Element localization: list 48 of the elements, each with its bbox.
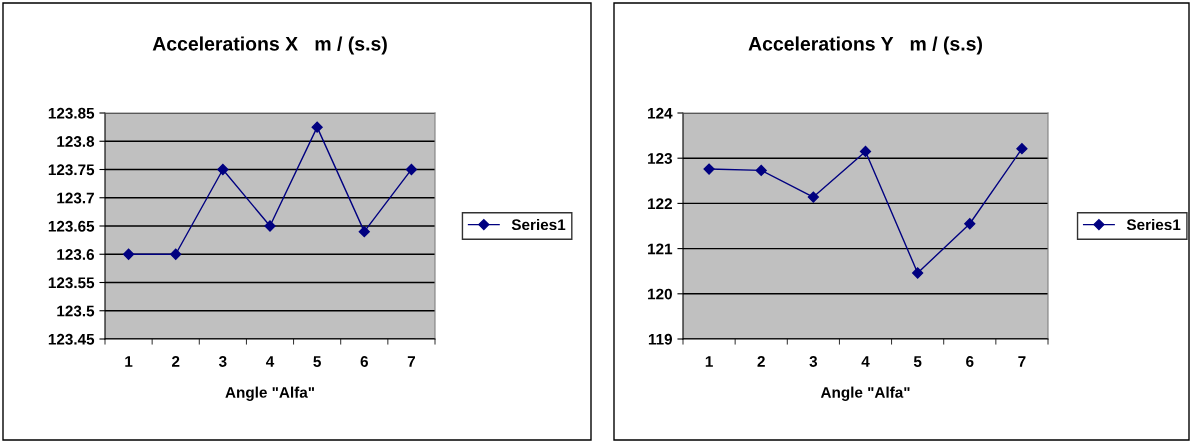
- point: [859, 145, 872, 158]
- y-tick-label: 121: [648, 243, 673, 255]
- x-axis-title: Angle "Alfa": [820, 386, 910, 401]
- x-tick-label: 2: [757, 356, 765, 367]
- chart-title: Accelerations X m / (s.s): [152, 36, 387, 55]
- y-tick-label: 123.85: [48, 107, 95, 119]
- point: [912, 267, 924, 279]
- x-tick-label: 7: [1018, 356, 1026, 367]
- y-tick-label: 123.8: [57, 136, 95, 147]
- x-tick-label: 5: [913, 356, 922, 367]
- x-tick-label: 2: [172, 356, 180, 367]
- y-tick-label: 120: [648, 288, 672, 300]
- y-tick-label: 119: [648, 333, 673, 345]
- y-tick-label: 123.6: [57, 249, 95, 260]
- legend-label: Series1: [1126, 218, 1181, 231]
- chart-title: Accelerations Y m / (s.s): [748, 36, 982, 55]
- point: [122, 248, 135, 260]
- x-tick-label: 6: [360, 356, 368, 367]
- x-tick-label: 4: [861, 356, 870, 367]
- y-tick-label: 123.5: [57, 305, 95, 317]
- x-tick-label: 7: [407, 356, 416, 367]
- point: [405, 163, 418, 176]
- point: [1016, 143, 1028, 155]
- x-tick-label: 1: [125, 356, 133, 367]
- y-tick-label: 122: [648, 198, 672, 209]
- x-tick-label: 1: [705, 356, 713, 367]
- point: [755, 164, 767, 177]
- x-tick-label: 3: [218, 356, 227, 367]
- point: [217, 163, 229, 176]
- x-tick-label: 3: [809, 356, 818, 367]
- point: [964, 218, 976, 230]
- legend-label: Series1: [511, 218, 566, 231]
- y-tick-label: 123.65: [48, 220, 95, 232]
- y-tick-label: 123.55: [48, 277, 95, 289]
- y-tick-label: 123.75: [48, 164, 95, 176]
- point: [807, 191, 819, 203]
- x-tick-label: 5: [313, 356, 321, 367]
- x-tick-label: 6: [966, 356, 974, 367]
- y-tick-label: 123: [648, 153, 673, 164]
- x-tick-label: 4: [265, 356, 275, 367]
- x-axis-title: Angle "Alfa": [225, 386, 315, 401]
- point: [311, 121, 323, 133]
- point: [703, 163, 715, 175]
- y-tick-label: 123.7: [57, 192, 94, 204]
- y-tick-label: 124: [648, 107, 673, 119]
- y-tick-label: 123.45: [48, 333, 95, 345]
- point: [358, 226, 370, 238]
- point: [170, 248, 182, 260]
